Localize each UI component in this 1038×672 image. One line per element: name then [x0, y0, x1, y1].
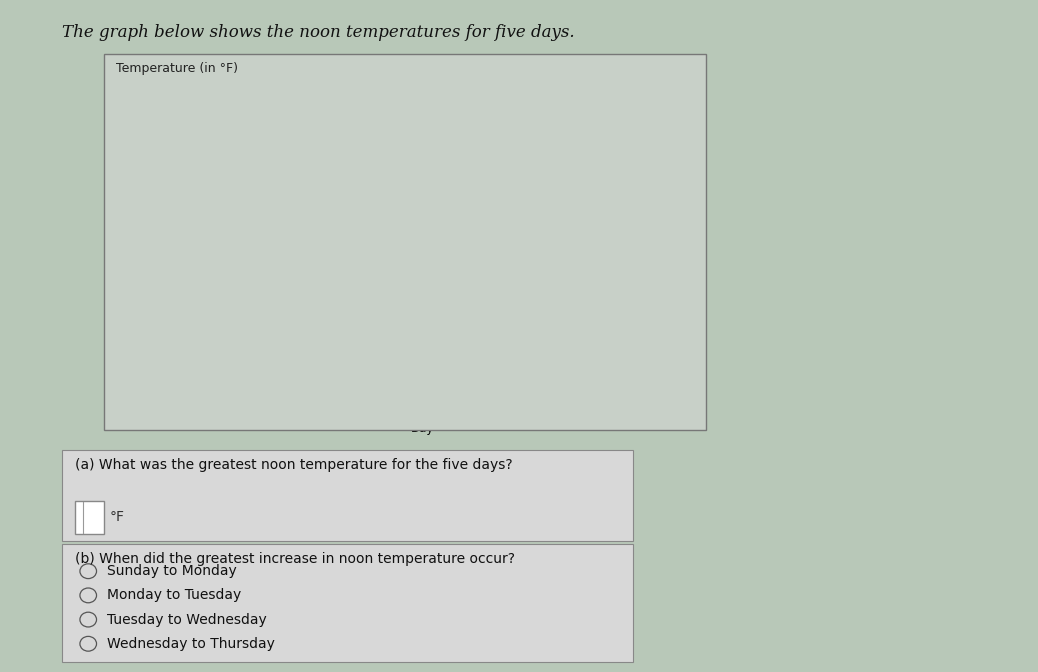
Text: °F: °F — [110, 511, 125, 524]
Text: Sunday to Monday: Sunday to Monday — [107, 564, 237, 578]
Text: Tuesday to Wednesday: Tuesday to Wednesday — [107, 613, 267, 626]
Text: Wednesday to Thursday: Wednesday to Thursday — [107, 637, 275, 650]
Text: (a) What was the greatest noon temperature for the five days?: (a) What was the greatest noon temperatu… — [75, 458, 513, 472]
Text: Temperature (in °F): Temperature (in °F) — [116, 62, 239, 75]
Text: Day: Day — [411, 423, 435, 435]
Text: The graph below shows the noon temperatures for five days.: The graph below shows the noon temperatu… — [62, 24, 575, 40]
Text: Monday to Tuesday: Monday to Tuesday — [107, 589, 241, 602]
Text: (b) When did the greatest increase in noon temperature occur?: (b) When did the greatest increase in no… — [75, 552, 515, 566]
